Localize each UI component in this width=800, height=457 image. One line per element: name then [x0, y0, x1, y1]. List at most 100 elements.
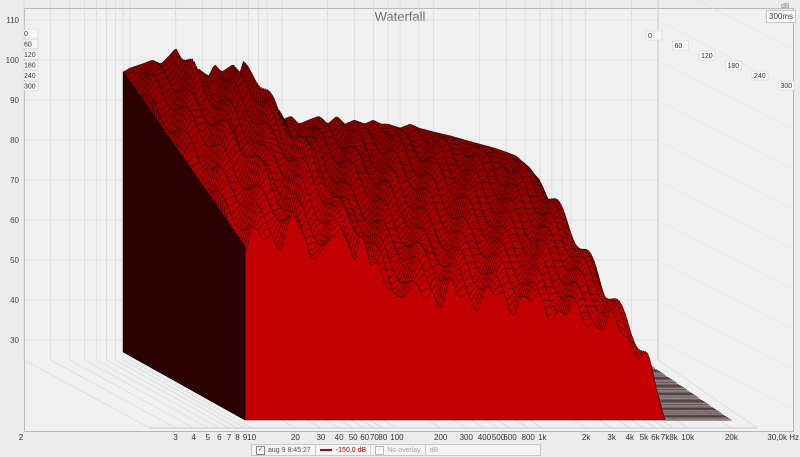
legend-level-value: -150,0 dB [335, 446, 367, 454]
series-checkbox[interactable]: ✓ [256, 445, 265, 455]
grid-line-floor [23, 359, 151, 429]
x-tick-label: 2k [582, 433, 591, 442]
x-tick-label: 20 [291, 433, 300, 442]
y-tick-label: 30 [10, 336, 19, 345]
y-tick-label: 40 [10, 296, 19, 305]
legend-overlay-label: No overlay [387, 446, 421, 454]
time-label-left: 120 [24, 52, 36, 59]
legend-overlay[interactable]: ✓ No overlay [371, 445, 426, 455]
x-tick-label: 8k [669, 433, 678, 442]
time-label-left-box [22, 49, 39, 60]
legend-series[interactable]: ✓ aug 9 8:45:27 [252, 445, 316, 455]
x-tick-label: 10 [247, 433, 256, 442]
x-tick-label: 70 [370, 433, 379, 442]
x-tick-label: 400 [478, 433, 492, 442]
x-tick-label: 50 [349, 433, 358, 442]
time-label-left: 0 [24, 31, 28, 38]
y-tick-label: 110 [6, 16, 19, 25]
time-label-left-box [22, 60, 39, 70]
waterfall-slices [122, 48, 732, 421]
grid-line-side [657, 179, 791, 249]
legend-unit: dB [426, 445, 443, 455]
x-tick-label: 4 [192, 433, 197, 442]
time-window-label[interactable]: 300ms [766, 10, 797, 23]
x-tick-label: 9 [243, 433, 248, 442]
grid-line-side [657, 59, 791, 129]
time-label-right-box [751, 70, 769, 81]
x-tick-label: 6 [217, 433, 222, 442]
time-label-left-box [22, 28, 39, 39]
legend: ✓ aug 9 8:45:27 -150,0 dB ✓ No overlay d… [251, 444, 541, 456]
time-axis-labels: 0 60 120 180 240 300 0 60 120 180 240 300 [22, 28, 795, 91]
x-tick-label: 60 [360, 433, 369, 442]
grid-line-floor [96, 359, 220, 429]
grid-line-side [657, 339, 791, 409]
x-tick-label: 6k [651, 433, 660, 442]
time-label-right-box [725, 60, 742, 71]
grid-line-floor [657, 359, 758, 429]
y-tick-label: 80 [10, 136, 19, 145]
y-tick-label: 50 [10, 256, 19, 265]
waterfall-slice [244, 215, 732, 421]
time-label-left: 240 [24, 73, 36, 80]
grid-line-floor [84, 359, 208, 429]
time-label-left: 180 [24, 63, 36, 70]
x-tick-label: 8 [235, 433, 240, 442]
time-label-right: 60 [675, 43, 683, 50]
time-label-right: 180 [728, 63, 740, 70]
grid-line-side [657, 99, 791, 169]
x-tick-label: 30,0k Hz [767, 433, 799, 442]
grid-line-side [657, 219, 791, 289]
x-tick-label: 5k [640, 433, 649, 442]
grid-line-floor [50, 359, 176, 429]
x-tick-label: 200 [434, 433, 448, 442]
time-label-left-box [22, 39, 39, 49]
z-unit-label: dB [781, 3, 790, 10]
grid-line-side [657, 139, 791, 209]
time-label-left: 60 [24, 42, 32, 49]
legend-series-label: aug 9 8:45:27 [268, 446, 311, 454]
time-label-left-box [22, 70, 39, 81]
x-tick-label: 500 [492, 433, 506, 442]
x-axis-labels: 2 3 4 5 6 7 8 9 10 20 30 40 50 60 70 80 100 200 300 400 5006… [19, 433, 799, 442]
waterfall-side-wall [122, 71, 246, 421]
time-label-right-box [672, 40, 689, 51]
x-tick-label: 800 [522, 433, 536, 442]
grid-line-side [696, 0, 791, 49]
grid-line-floor [69, 359, 194, 429]
grid-line-floor [115, 359, 238, 429]
time-label-right-box [645, 30, 663, 41]
grid-line-side [657, 299, 791, 369]
y-tick-label: 70 [10, 176, 19, 185]
legend-unit-label: dB [429, 446, 439, 454]
y-tick-label: 60 [10, 216, 19, 225]
x-tick-label: 80 [378, 433, 387, 442]
series-color-swatch [319, 449, 332, 451]
x-tick-label: 20k [725, 433, 739, 442]
y-tick-label: 100 [6, 56, 20, 65]
x-tick-label: 30 [316, 433, 325, 442]
x-tick-label: 3 [173, 433, 178, 442]
x-tick-label: 100 [390, 433, 404, 442]
x-tick-label: 1k [538, 433, 547, 442]
x-tick-label: 3k [607, 433, 616, 442]
time-label-right-box [698, 50, 716, 61]
grid-line-side [657, 259, 791, 329]
time-label-right: 240 [754, 73, 766, 80]
legend-level: -150,0 dB [316, 445, 372, 455]
x-tick-label: 7k [661, 433, 670, 442]
x-tick-label: 7 [227, 433, 232, 442]
x-tick-label: 5 [206, 433, 211, 442]
time-label-left: 300 [24, 84, 36, 91]
x-tick-label: 40 [335, 433, 344, 442]
x-tick-label: 600 [503, 433, 517, 442]
time-label-right: 120 [701, 53, 713, 60]
x-tick-label: 2 [19, 433, 24, 442]
overlay-checkbox[interactable]: ✓ [375, 445, 385, 455]
grid-line-side [657, 19, 791, 89]
grid-line-floor [129, 359, 252, 429]
grid-line-floor [106, 359, 230, 429]
time-label-left-box [22, 81, 39, 91]
x-tick-label: 300 [460, 433, 474, 442]
